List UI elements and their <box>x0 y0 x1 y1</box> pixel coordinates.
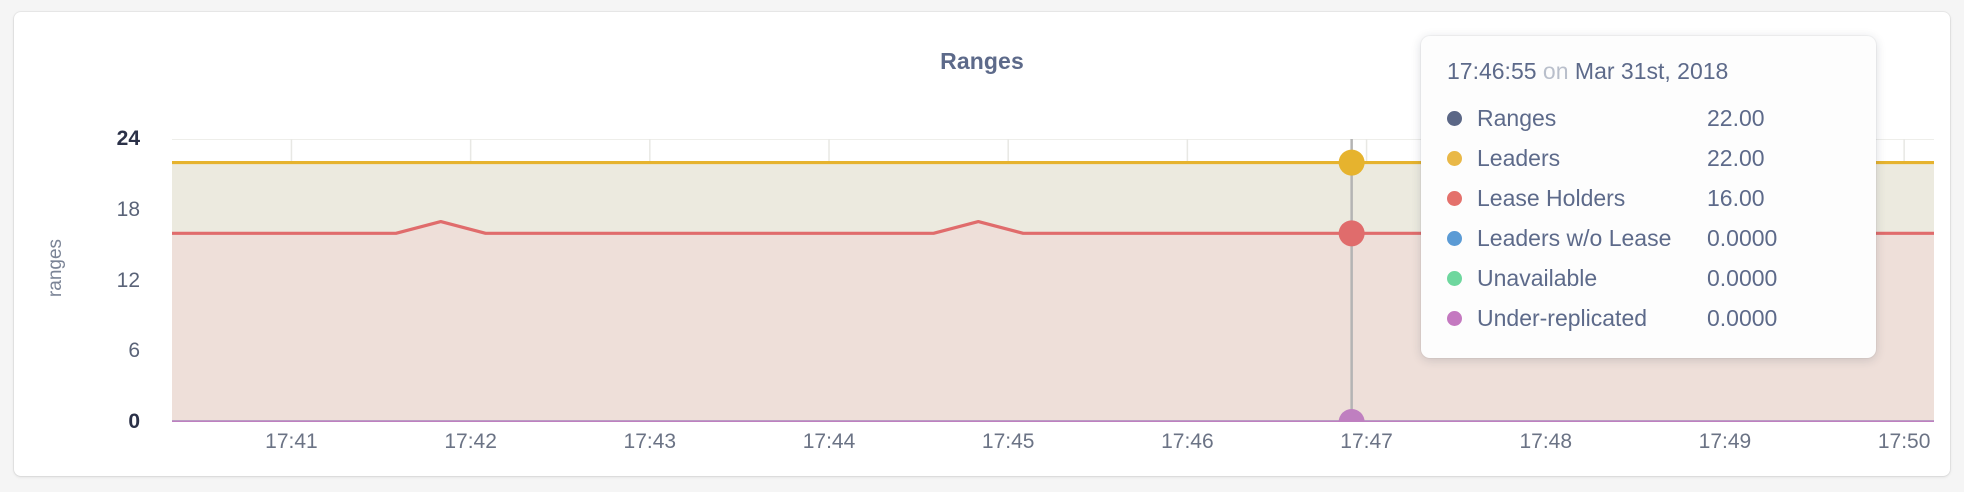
tooltip-series-label: Under-replicated <box>1477 304 1648 331</box>
x-tick-label: 17:42 <box>444 430 497 453</box>
tooltip-series-value: 22.00 <box>1707 104 1765 131</box>
x-tick-label: 17:44 <box>802 430 856 453</box>
tooltip-series-value: 0.0000 <box>1707 304 1778 331</box>
x-tick-label: 17:41 <box>265 430 318 453</box>
x-tick-label: 17:47 <box>1340 430 1393 453</box>
y-tick-label: 24 <box>116 127 140 150</box>
tooltip-series-label: Lease Holders <box>1477 184 1626 211</box>
x-tick-label: 17:45 <box>981 430 1035 453</box>
x-tick-label: 17:50 <box>1877 430 1931 453</box>
tooltip-series-label: Unavailable <box>1477 264 1598 291</box>
tooltip-series-value: 22.00 <box>1707 144 1765 171</box>
tooltip-series-value: 0.0000 <box>1707 224 1778 251</box>
tooltip-row: Unavailable 0.0000 <box>1447 258 1850 298</box>
series-color-dot-icon <box>1447 310 1462 326</box>
x-tick-label: 17:49 <box>1698 430 1752 453</box>
series-color-dot-icon <box>1447 190 1462 206</box>
tooltip-date: Mar 31st, 2018 <box>1574 58 1729 84</box>
x-tick-label: 17:43 <box>623 430 677 453</box>
y-tick-label: 0 <box>128 410 140 433</box>
x-tick-label: 17:46 <box>1161 430 1214 453</box>
x-tick-label: 17:48 <box>1519 430 1573 453</box>
hover-marker-leaders[interactable] <box>1338 149 1365 176</box>
y-tick-label: 6 <box>128 339 140 363</box>
tooltip-time: 17:46:55 <box>1447 58 1537 84</box>
y-tick-label: 12 <box>116 268 140 292</box>
line-lease-holders <box>172 219 1934 235</box>
hover-marker-under-replicated[interactable] <box>1338 409 1365 422</box>
tooltip-series-value: 0.0000 <box>1707 264 1778 291</box>
chart-title: Ranges <box>940 48 1024 74</box>
series-color-dot-icon <box>1447 230 1462 246</box>
chart-card: Ranges ranges 0 6 12 18 24 17:41 17:42 17:43 17… <box>14 12 1950 476</box>
tooltip-row: Lease Holders 16.00 <box>1447 178 1850 218</box>
tooltip-series-label: Ranges <box>1477 104 1557 131</box>
series-color-dot-icon <box>1447 270 1462 286</box>
tooltip-row: Under-replicated 0.0000 <box>1447 298 1850 338</box>
y-tick-label: 18 <box>116 197 140 221</box>
tooltip-row: Ranges 22.00 <box>1447 98 1850 138</box>
tooltip-series-value: 16.00 <box>1707 184 1765 211</box>
tooltip-on-word: on <box>1542 58 1569 84</box>
series-color-dot-icon <box>1447 150 1462 166</box>
tooltip-header: 17:46:55 on Mar 31st, 2018 <box>1447 58 1850 85</box>
tooltip-series-label: Leaders <box>1477 144 1561 171</box>
tooltip-series-label: Leaders w/o Lease <box>1477 224 1672 251</box>
tooltip-row: Leaders w/o Lease 0.0000 <box>1447 218 1850 258</box>
tooltip-rows: Ranges 22.00 Leaders 22.00 Lease Holders 16.0… <box>1447 98 1850 338</box>
hover-marker-lease-holders[interactable] <box>1338 220 1365 247</box>
series-color-dot-icon <box>1447 110 1462 126</box>
hover-tooltip: 17:46:55 on Mar 31st, 2018 Ranges 22.00 Le… <box>1421 36 1876 358</box>
tooltip-row: Leaders 22.00 <box>1447 138 1850 178</box>
